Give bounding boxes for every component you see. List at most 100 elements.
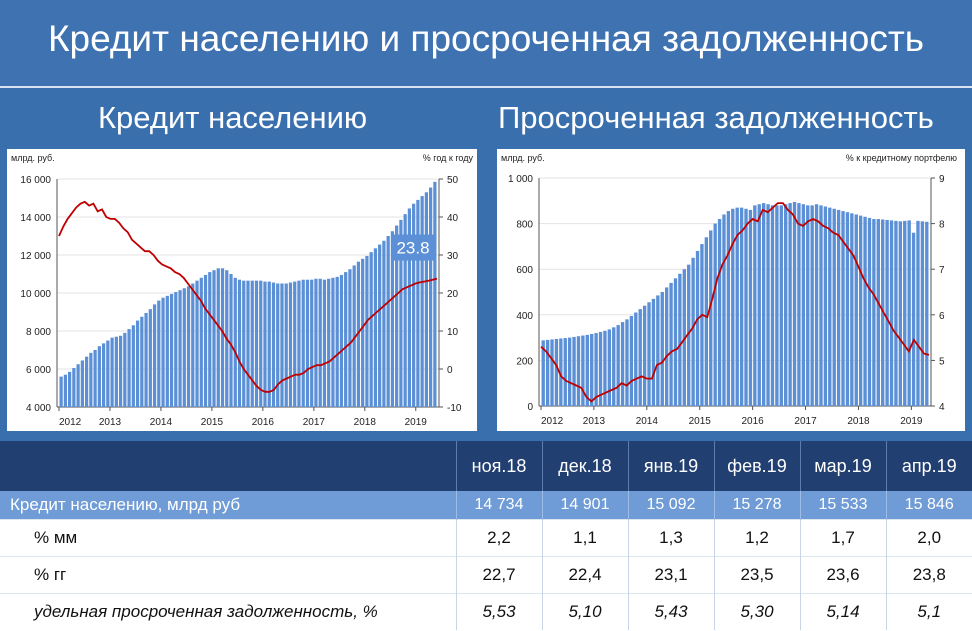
bar: [647, 302, 651, 406]
bar: [559, 338, 563, 406]
bar: [169, 293, 174, 407]
y-right-tick-label: 20: [447, 289, 459, 300]
bar: [581, 335, 585, 406]
x-tick-label: 2014: [636, 416, 659, 427]
y-left-tick-label: 14 000: [20, 213, 51, 224]
bar: [84, 356, 89, 407]
bar: [59, 376, 63, 407]
bar: [748, 209, 753, 406]
y-right-tick-label: 8: [939, 220, 945, 231]
table-cell: 15 533: [799, 491, 886, 519]
bar: [157, 300, 161, 407]
bar: [186, 286, 191, 407]
table-cell: 23,8: [885, 555, 972, 593]
page-title: Кредит населению и просроченная задолжен…: [47, 18, 925, 59]
bar: [594, 333, 598, 406]
right-chart-title: Просроченная задолженность: [498, 100, 934, 135]
bar: [365, 255, 369, 407]
column-header: апр.19: [885, 441, 972, 491]
bar: [876, 219, 880, 406]
bar: [89, 352, 93, 407]
bar: [739, 207, 744, 406]
y-right-tick-label: 4: [939, 402, 945, 413]
table-cell: 14 901: [541, 491, 628, 519]
y-right-tick-label: 40: [447, 213, 459, 224]
bar: [572, 336, 576, 406]
table-cell: 2,2: [455, 518, 542, 556]
y-left-tick-label: 400: [516, 311, 533, 322]
bar: [695, 250, 700, 406]
bar: [327, 278, 331, 407]
table-cell: 23,5: [713, 555, 800, 593]
bar: [687, 264, 691, 406]
bar: [318, 278, 322, 407]
series-line: [58, 200, 438, 393]
x-tick-label: 2016: [252, 417, 275, 428]
bar: [259, 280, 263, 407]
x-tick-label: 2015: [201, 417, 224, 428]
bar: [407, 208, 412, 407]
x-tick-label: 2012: [59, 417, 82, 428]
bar: [271, 282, 276, 407]
bar: [898, 221, 903, 406]
table-cell: 1,3: [627, 518, 714, 556]
bar: [678, 273, 682, 406]
bar: [229, 274, 233, 407]
bar: [704, 237, 709, 406]
y-right-axis-label: % год к году: [423, 153, 474, 163]
table-cell: 1,7: [799, 518, 886, 556]
bar: [903, 220, 907, 406]
bar: [563, 338, 567, 406]
row-label: % мм: [0, 518, 456, 556]
bar: [784, 204, 788, 406]
bar: [660, 292, 664, 406]
bar: [305, 279, 310, 407]
bar: [237, 279, 242, 407]
y-right-tick-label: 50: [447, 175, 459, 186]
header-corner: [0, 441, 456, 491]
table-cell: 5,10: [541, 592, 628, 630]
bar: [598, 331, 603, 406]
bar: [819, 205, 823, 406]
bar: [344, 272, 348, 407]
table-cell: 15 846: [885, 491, 972, 519]
series-line: [540, 202, 930, 403]
bar: [220, 268, 225, 407]
bar: [399, 219, 403, 407]
column-header: янв.19: [627, 441, 714, 491]
bar: [757, 204, 761, 406]
bar: [356, 261, 361, 407]
row-label: % гг: [0, 555, 456, 593]
bar: [144, 312, 148, 407]
bar: [770, 205, 775, 406]
table-row: % мм 2,2 1,1 1,3 1,2 1,7 2,0: [0, 518, 972, 556]
x-tick-label: 2016: [742, 416, 765, 427]
table-row: Кредит населению, млрд руб 14 734 14 901…: [0, 491, 972, 519]
bar: [845, 212, 850, 406]
bar: [429, 187, 433, 407]
bar: [620, 322, 625, 406]
y-left-axis-label: млрд. руб.: [11, 153, 55, 163]
y-right-tick-label: 9: [939, 174, 945, 185]
bar: [801, 204, 806, 406]
bar: [208, 272, 212, 407]
column-header: фев.19: [713, 441, 800, 491]
table-cell: 5,53: [455, 592, 542, 630]
bar: [288, 282, 293, 407]
bar: [612, 327, 616, 406]
bar: [797, 203, 801, 406]
bar: [310, 279, 314, 407]
bar: [836, 209, 841, 406]
bar: [331, 277, 335, 407]
bar: [378, 244, 382, 407]
x-tick-label: 2015: [689, 416, 712, 427]
bar: [656, 295, 660, 406]
x-tick-label: 2013: [583, 416, 606, 427]
bar: [616, 325, 620, 406]
bar: [199, 277, 203, 407]
bar: [242, 280, 246, 407]
bar: [140, 316, 144, 407]
bar: [174, 292, 178, 407]
bar: [651, 298, 656, 406]
y-left-tick-label: 0: [527, 402, 533, 413]
